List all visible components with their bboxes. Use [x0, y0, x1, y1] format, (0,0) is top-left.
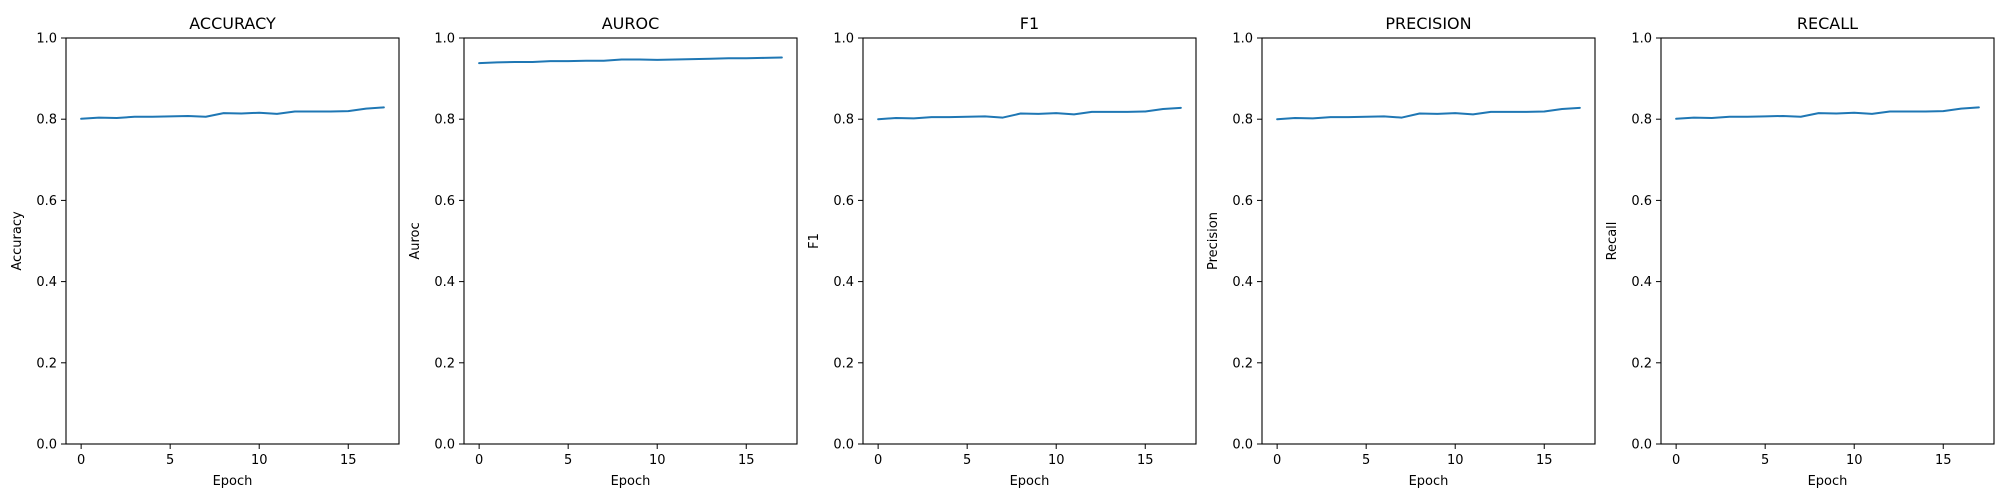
recall-y-tick-label: 0.0 — [1631, 438, 1652, 453]
precision-y-tick-label: 0.0 — [1232, 438, 1253, 453]
f1-panel-title: F1 — [1020, 14, 1039, 33]
f1-x-tick-label: 10 — [1048, 453, 1065, 468]
panel-precision: 0.0 0.2 0.4 0.6 0.8 1.0 0 5 10 15 PRECISION Epoch Pr… — [1206, 14, 1596, 489]
accuracy-x-axis-label: Epoch — [213, 474, 253, 489]
precision-x-tick-label: 10 — [1447, 453, 1464, 468]
accuracy-x-tick-label: 15 — [340, 453, 357, 468]
auroc-x-axis-label: Epoch — [611, 474, 651, 489]
panel-auroc: 0.0 0.2 0.4 0.6 0.8 1.0 0 5 10 15 AUROC Epoch Auroc — [408, 14, 798, 489]
f1-plot-frame — [862, 37, 1197, 445]
f1-y-tick-label: 0.6 — [833, 194, 854, 209]
precision-y-tick-label: 1.0 — [1232, 32, 1253, 47]
auroc-y-tick-label: 0.6 — [434, 194, 455, 209]
f1-x-tick-label: 15 — [1137, 453, 1154, 468]
recall-series-line — [1675, 106, 1980, 120]
panel-recall: 0.0 0.2 0.4 0.6 0.8 1.0 0 5 10 15 RECALL Epoch Recal… — [1605, 14, 1995, 489]
auroc-y-tick-label: 0.4 — [434, 275, 455, 290]
auroc-y-axis-label: Auroc — [408, 222, 423, 259]
f1-y-tick-label: 1.0 — [833, 32, 854, 47]
recall-panel-title: RECALL — [1797, 14, 1858, 33]
auroc-x-tick-label: 15 — [738, 453, 755, 468]
recall-x-tick-label: 5 — [1761, 453, 1769, 468]
f1-series-line — [877, 106, 1182, 121]
recall-x-axis-label: Epoch — [1808, 474, 1848, 489]
precision-y-axis-label: Precision — [1206, 212, 1221, 270]
precision-x-tick-label: 15 — [1536, 453, 1553, 468]
recall-x-tick-label: 15 — [1935, 453, 1952, 468]
precision-y-tick-label: 0.4 — [1232, 275, 1253, 290]
f1-x-tick-label: 0 — [874, 453, 882, 468]
auroc-series-line — [478, 56, 783, 65]
recall-y-tick-label: 1.0 — [1631, 32, 1652, 47]
accuracy-x-tick-label: 0 — [77, 453, 85, 468]
recall-x-tick-label: 10 — [1846, 453, 1863, 468]
f1-y-tick-label: 0.2 — [833, 356, 854, 371]
recall-y-axis-label: Recall — [1605, 222, 1620, 261]
accuracy-y-tick-label: 0.6 — [36, 194, 57, 209]
f1-y-tick-label: 0.8 — [833, 113, 854, 128]
accuracy-y-tick-label: 0.2 — [36, 356, 57, 371]
f1-x-axis-label: Epoch — [1010, 474, 1050, 489]
auroc-x-tick-label: 10 — [649, 453, 666, 468]
accuracy-series-line — [80, 106, 385, 120]
precision-panel-title: PRECISION — [1385, 14, 1471, 33]
f1-x-tick-label: 5 — [963, 453, 971, 468]
accuracy-plot-frame — [65, 37, 400, 445]
accuracy-y-tick-label: 0.0 — [36, 438, 57, 453]
precision-x-tick-label: 0 — [1273, 453, 1281, 468]
precision-series-line — [1276, 106, 1581, 121]
panel-accuracy: 0.0 0.2 0.4 0.6 0.8 1.0 0 5 10 15 ACCURACY Epoch Acc… — [10, 14, 400, 489]
auroc-y-tick-label: 0.0 — [434, 438, 455, 453]
auroc-x-tick-label: 0 — [475, 453, 483, 468]
auroc-panel-title: AUROC — [602, 14, 660, 33]
auroc-y-tick-label: 0.2 — [434, 356, 455, 371]
auroc-plot-frame — [463, 37, 798, 445]
accuracy-x-tick-label: 10 — [251, 453, 268, 468]
recall-y-tick-label: 0.8 — [1631, 113, 1652, 128]
recall-x-tick-label: 0 — [1672, 453, 1680, 468]
precision-y-tick-label: 0.6 — [1232, 194, 1253, 209]
recall-y-tick-label: 0.2 — [1631, 356, 1652, 371]
auroc-x-tick-label: 5 — [564, 453, 572, 468]
accuracy-y-tick-label: 0.4 — [36, 275, 57, 290]
accuracy-y-tick-label: 0.8 — [36, 113, 57, 128]
auroc-y-tick-label: 1.0 — [434, 32, 455, 47]
accuracy-x-tick-label: 5 — [166, 453, 174, 468]
recall-plot-frame — [1660, 37, 1995, 445]
auroc-y-tick-label: 0.8 — [434, 113, 455, 128]
precision-x-tick-label: 5 — [1362, 453, 1370, 468]
accuracy-panel-title: ACCURACY — [189, 14, 276, 33]
precision-y-tick-label: 0.8 — [1232, 113, 1253, 128]
f1-y-tick-label: 0.0 — [833, 438, 854, 453]
precision-x-axis-label: Epoch — [1409, 474, 1449, 489]
recall-y-tick-label: 0.6 — [1631, 194, 1652, 209]
panel-f1: 0.0 0.2 0.4 0.6 0.8 1.0 0 5 10 15 F1 Epoch F1 — [807, 14, 1197, 489]
precision-y-tick-label: 0.2 — [1232, 356, 1253, 371]
f1-y-axis-label: F1 — [807, 233, 822, 249]
accuracy-y-tick-label: 1.0 — [36, 32, 57, 47]
precision-plot-frame — [1261, 37, 1596, 445]
recall-y-tick-label: 0.4 — [1631, 275, 1652, 290]
f1-y-tick-label: 0.4 — [833, 275, 854, 290]
accuracy-y-axis-label: Accuracy — [10, 211, 25, 271]
